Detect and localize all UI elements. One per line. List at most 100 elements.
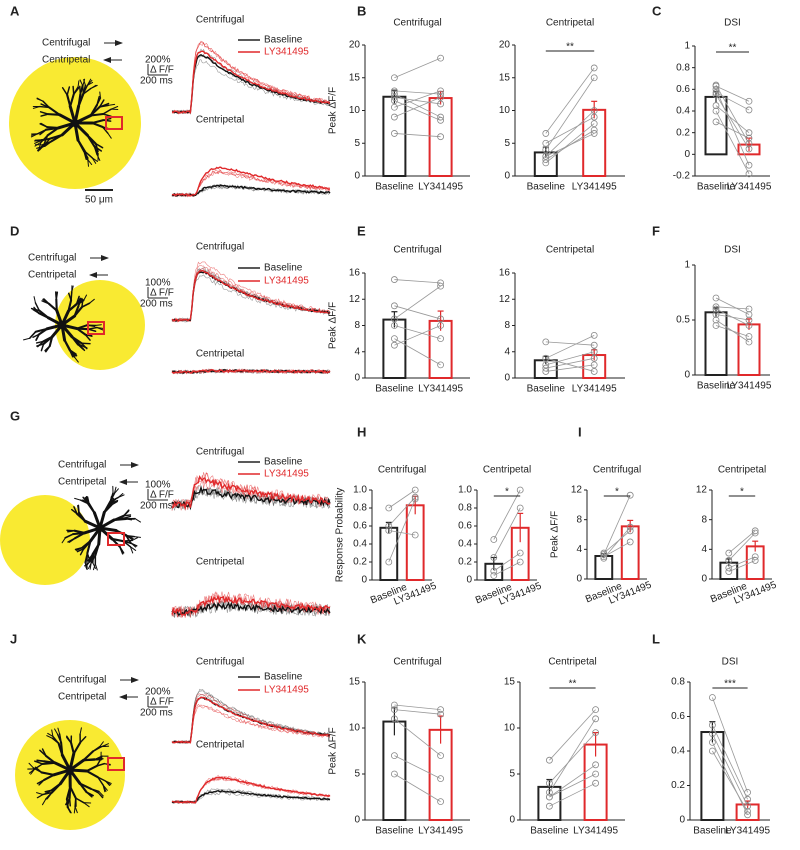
- y-tick-label: 0.8: [458, 503, 472, 514]
- x-tick-label: LY341495: [727, 182, 772, 193]
- trace-title: Centripetal: [196, 349, 244, 360]
- y-tick-label: 0.8: [671, 677, 685, 688]
- y-tick-label: 0: [509, 815, 515, 826]
- dendrite: [95, 325, 101, 326]
- pair-line: [546, 342, 594, 345]
- pair-line: [546, 365, 594, 372]
- x-tick-label: Baseline: [375, 182, 414, 193]
- trace-title: Centripetal: [196, 115, 244, 126]
- pair-line: [389, 499, 415, 562]
- pair-line: [546, 124, 594, 163]
- direction-label: Centripetal: [42, 55, 90, 66]
- pair-line: [716, 106, 749, 133]
- y-axis-label: Peak ΔF/F: [328, 302, 339, 349]
- chart-title: Centripetal: [548, 657, 596, 668]
- pair-line: [546, 117, 594, 143]
- pair-line: [394, 306, 440, 319]
- trace-title: Centrifugal: [196, 242, 244, 253]
- legend-label: LY341495: [264, 685, 309, 696]
- x-tick-label: LY341495: [418, 384, 463, 395]
- pair-line: [546, 111, 594, 157]
- pair-line: [716, 122, 749, 138]
- y-tick-label: 15: [504, 677, 516, 688]
- dendrite: [75, 498, 81, 500]
- dendrite: [75, 798, 76, 807]
- direction-label: Centripetal: [58, 477, 106, 488]
- bar: [407, 505, 424, 580]
- chart-title: Centrifugal: [393, 657, 441, 668]
- direction-label: Centrifugal: [28, 253, 76, 264]
- y-tick-label: -0.2: [673, 171, 691, 182]
- significance-label: *: [505, 487, 509, 498]
- y-tick-label: 0.2: [671, 780, 685, 791]
- pair-line: [546, 358, 594, 371]
- significance-label: **: [729, 43, 737, 54]
- y-tick-label: 0.2: [353, 557, 367, 568]
- scale-label: Δ F/F: [150, 288, 174, 299]
- trace: [172, 167, 330, 196]
- chart-title: Centripetal: [718, 465, 766, 476]
- y-tick-label: 8: [354, 320, 360, 331]
- bar: [380, 528, 397, 580]
- panel-letter: J: [10, 631, 17, 646]
- panel-letter: I: [578, 424, 582, 439]
- pair-line: [604, 495, 630, 554]
- pair-line: [494, 553, 520, 571]
- y-tick-label: 0: [504, 171, 510, 182]
- y-tick-label: 1: [684, 260, 690, 271]
- y-tick-label: 0: [504, 373, 510, 384]
- pair-line: [716, 111, 749, 174]
- significance-label: **: [569, 679, 577, 690]
- y-tick-label: 8: [576, 514, 582, 525]
- trace: [172, 265, 330, 320]
- y-tick-label: 15: [349, 677, 361, 688]
- legend-label: Baseline: [264, 457, 303, 468]
- y-tick-label: 15: [349, 72, 361, 83]
- y-tick-label: 4: [504, 346, 510, 357]
- panel-letter: F: [652, 223, 660, 238]
- panel-letter: G: [10, 408, 20, 423]
- y-tick-label: 0: [679, 815, 685, 826]
- y-axis-label: Peak ΔF/F: [550, 511, 561, 558]
- y-tick-label: 8: [701, 514, 707, 525]
- chart-title: Centrifugal: [393, 18, 441, 29]
- dendrite: [88, 160, 89, 167]
- y-tick-label: 0.8: [353, 503, 367, 514]
- direction-label: Centrifugal: [42, 38, 90, 49]
- y-tick-label: 0: [361, 575, 367, 586]
- y-tick-label: 0: [701, 574, 707, 585]
- scale-label: Δ F/F: [150, 697, 174, 708]
- y-tick-label: 0.2: [458, 557, 472, 568]
- pair-line: [549, 733, 595, 784]
- y-tick-label: 16: [499, 268, 511, 279]
- pair-line: [394, 101, 440, 121]
- y-tick-label: 10: [349, 723, 361, 734]
- scale-label: 200 ms: [140, 708, 173, 719]
- y-tick-label: 16: [349, 268, 361, 279]
- chart-title: Centrifugal: [393, 245, 441, 256]
- y-tick-label: 0: [684, 370, 690, 381]
- y-tick-label: 5: [504, 138, 510, 149]
- pair-line: [716, 307, 749, 309]
- soma: [71, 119, 79, 127]
- x-tick-label: Baseline: [375, 384, 414, 395]
- x-tick-label: LY341495: [573, 826, 618, 837]
- y-tick-label: 0: [354, 373, 360, 384]
- scale-label: 200 ms: [140, 76, 173, 87]
- panel-letter: B: [357, 3, 366, 18]
- y-tick-label: 0.4: [353, 539, 367, 550]
- scale-label: Δ F/F: [150, 65, 174, 76]
- pair-line: [394, 286, 440, 319]
- pair-line: [394, 326, 440, 339]
- trace-title: Centrifugal: [196, 657, 244, 668]
- pair-line: [394, 774, 440, 802]
- dendrite: [34, 297, 35, 303]
- y-tick-label: 4: [354, 346, 360, 357]
- x-tick-label: LY341495: [572, 182, 617, 193]
- legend-label: LY341495: [264, 276, 309, 287]
- pair-line: [716, 95, 749, 149]
- dendrite: [73, 86, 74, 94]
- y-tick-label: 15: [499, 72, 511, 83]
- y-tick-label: 0.6: [671, 711, 685, 722]
